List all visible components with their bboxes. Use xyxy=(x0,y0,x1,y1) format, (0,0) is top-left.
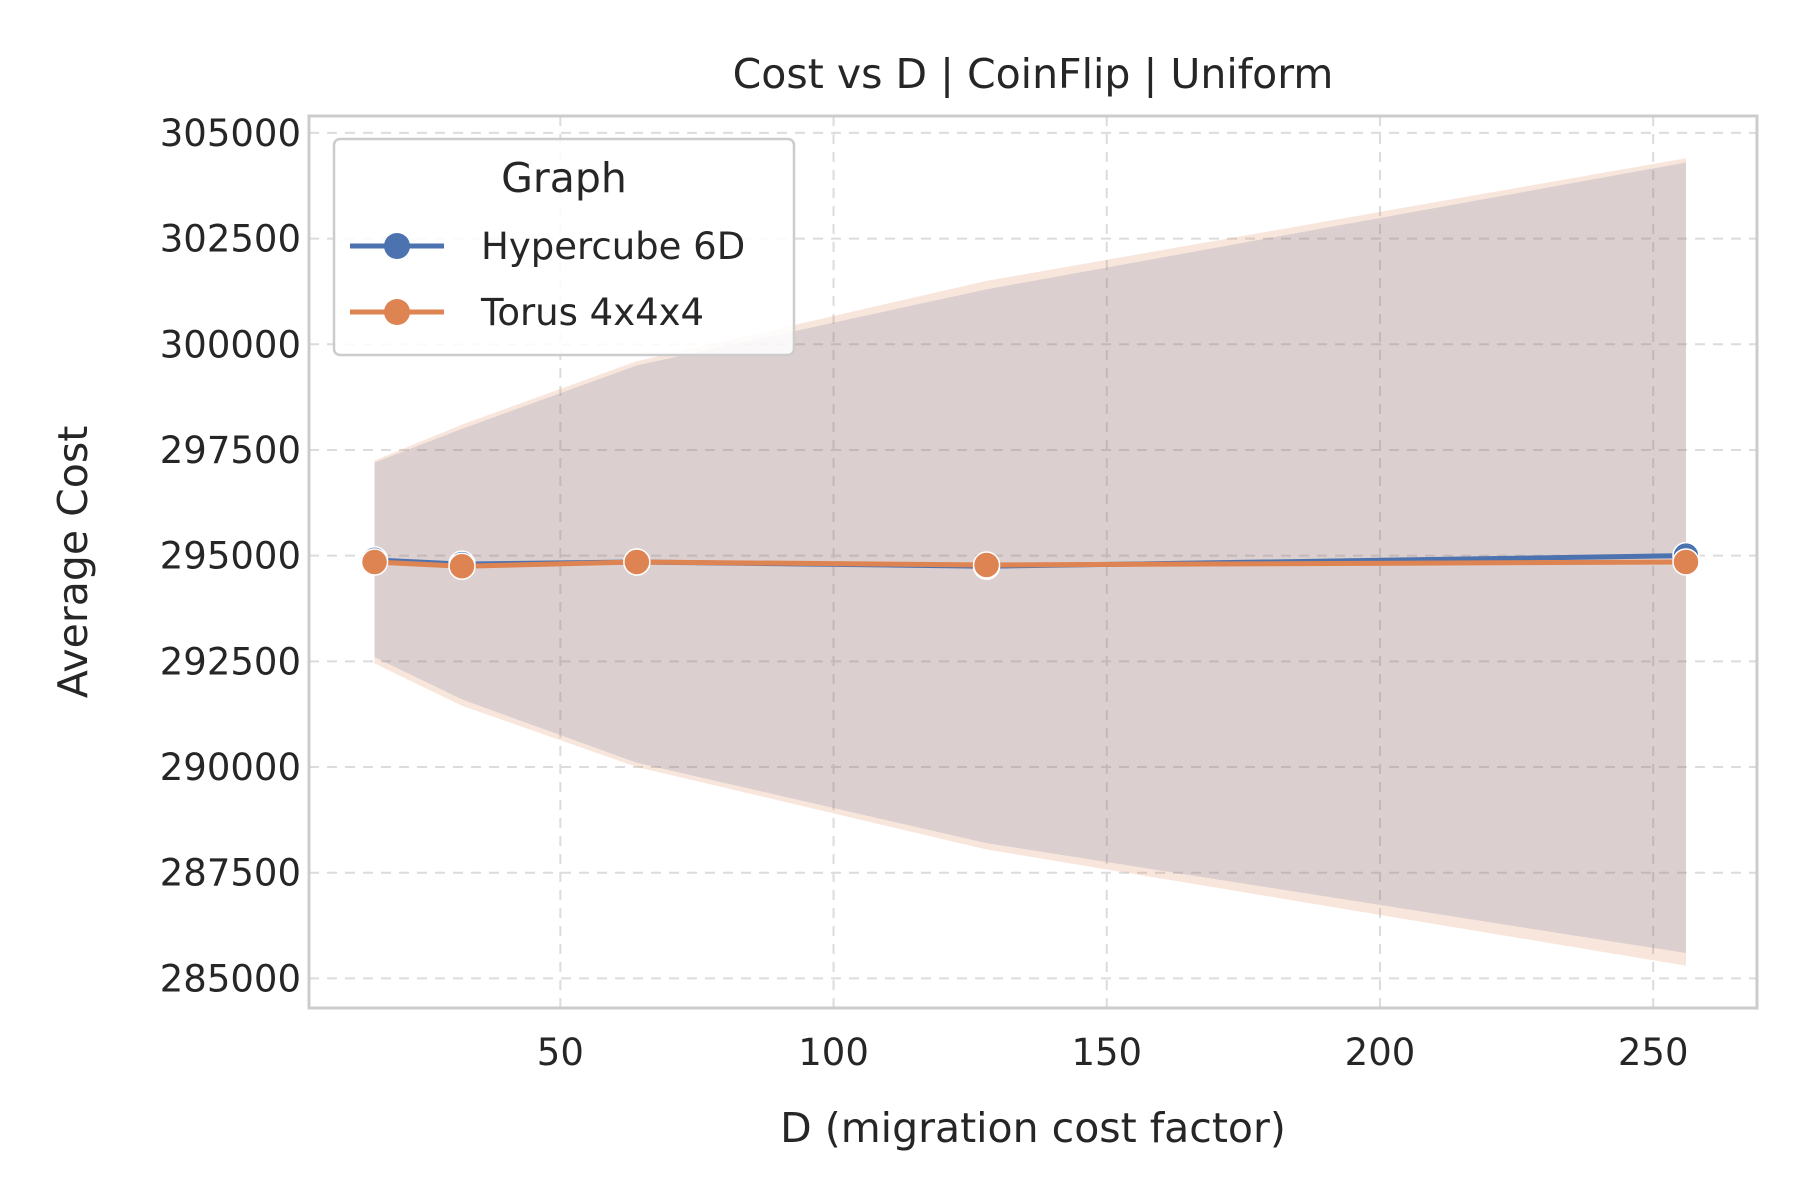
x-tick-label: 250 xyxy=(1618,1031,1689,1074)
legend-label: Hypercube 6D xyxy=(481,225,745,268)
y-tick-label: 302500 xyxy=(160,218,301,261)
y-tick-label: 295000 xyxy=(160,535,301,578)
y-tick-label: 290000 xyxy=(160,746,301,789)
legend-title: Graph xyxy=(501,154,627,202)
data-point xyxy=(623,548,651,576)
plot-frame xyxy=(307,114,1759,1010)
x-tick-label: 150 xyxy=(1071,1031,1142,1074)
x-tick-label: 100 xyxy=(798,1031,869,1074)
y-tick-label: 292500 xyxy=(160,640,301,683)
chart-title: Cost vs D | CoinFlip | Uniform xyxy=(733,50,1334,98)
y-tick-label: 297500 xyxy=(160,429,301,472)
confidence-bands xyxy=(374,158,1686,966)
legend-box xyxy=(332,137,796,357)
x-tick-label: 200 xyxy=(1345,1031,1416,1074)
legend: Graph Hypercube 6D Torus 4x4x4 xyxy=(332,137,796,357)
y-tick-label: 300000 xyxy=(160,323,301,366)
confidence-band xyxy=(374,162,1686,954)
y-tick-label: 287500 xyxy=(160,852,301,895)
confidence-band xyxy=(374,158,1686,966)
data-point xyxy=(360,548,389,576)
data-point xyxy=(1672,548,1700,576)
y-tick-label: 305000 xyxy=(160,112,301,155)
y-tick-label: 285000 xyxy=(160,957,301,1000)
legend-label: Torus 4x4x4 xyxy=(480,291,704,334)
y-axis-label: Average Cost xyxy=(49,426,97,699)
series-lines xyxy=(360,541,1700,580)
x-axis-label: D (migration cost factor) xyxy=(780,1104,1286,1152)
legend-items: Hypercube 6D Torus 4x4x4 xyxy=(350,225,745,334)
tick-labels: 50 100 150 200 250 285000 287500 290000 292500 29… xyxy=(160,112,1689,1074)
data-point xyxy=(448,552,476,580)
data-point xyxy=(972,551,1001,579)
legend-marker xyxy=(384,299,410,325)
legend-marker xyxy=(384,233,410,259)
x-tick-label: 50 xyxy=(537,1031,584,1074)
